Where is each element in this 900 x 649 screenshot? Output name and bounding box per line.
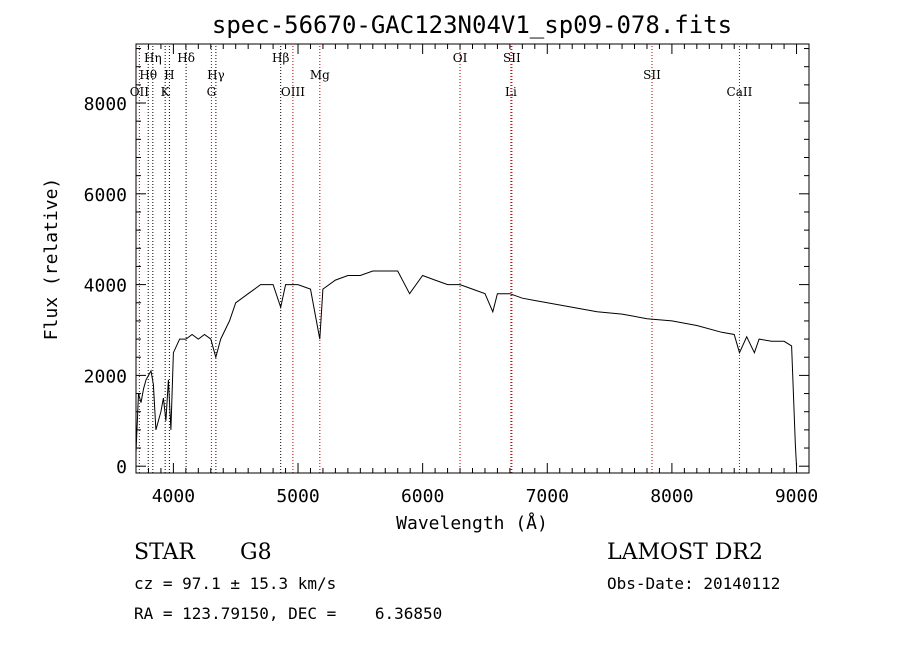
line-marker-label: Mg	[310, 68, 330, 82]
line-marker-label: Hβ	[272, 51, 289, 65]
x-tick-label: 4000	[152, 486, 195, 507]
x-tick-label: 7000	[526, 486, 569, 507]
y-tick-label: 0	[116, 457, 127, 478]
y-tick-label: 2000	[84, 366, 127, 387]
y-tick-label: 4000	[84, 276, 127, 297]
line-marker-label: Hη	[144, 51, 162, 65]
ra-dec-coordinates: RA = 123.79150, DEC = 6.36850	[134, 604, 443, 623]
chart-title: spec-56670-GAC123N04V1_sp09-078.fits	[212, 11, 732, 39]
y-axis: 0 2000 4000 6000 8000	[84, 48, 809, 478]
line-marker-label: Hδ	[177, 51, 195, 65]
line-marker-label: G	[207, 85, 217, 99]
line-marker-label: Hγ	[207, 68, 225, 82]
y-axis-label: Flux (relative)	[41, 178, 62, 341]
redshift-velocity: cz = 97.1 ± 15.3 km/s	[134, 574, 337, 593]
x-axis: 4000 5000 6000 7000 8000 9000	[147, 44, 818, 507]
line-marker-label: Hθ	[139, 68, 157, 82]
line-marker-label: OIII	[281, 85, 305, 99]
line-marker-label: OII	[130, 85, 150, 99]
x-tick-label: 8000	[650, 486, 693, 507]
survey-name: LAMOST DR2	[607, 540, 763, 565]
line-marker-label: CaII	[727, 85, 753, 99]
x-tick-label: 9000	[775, 486, 818, 507]
plot-frame	[135, 43, 810, 474]
y-tick-label: 6000	[84, 185, 127, 206]
line-marker-label: SII	[503, 51, 521, 65]
spectrum-line	[135, 270, 797, 467]
x-axis-label: Wavelength (Å)	[396, 512, 548, 534]
line-marker-label: Li	[505, 85, 517, 99]
object-class: STAR	[134, 540, 195, 565]
y-tick-label: 8000	[84, 94, 127, 115]
x-tick-label: 5000	[276, 486, 319, 507]
line-marker-label: SII	[643, 68, 661, 82]
x-tick-label: 6000	[401, 486, 444, 507]
spectrum-series	[135, 270, 797, 467]
observation-date: Obs-Date: 20140112	[607, 574, 781, 593]
object-subclass: G8	[240, 540, 272, 565]
line-marker-label: K	[161, 85, 171, 99]
line-marker-label: H	[164, 68, 174, 82]
line-marker-label: OI	[453, 51, 468, 65]
